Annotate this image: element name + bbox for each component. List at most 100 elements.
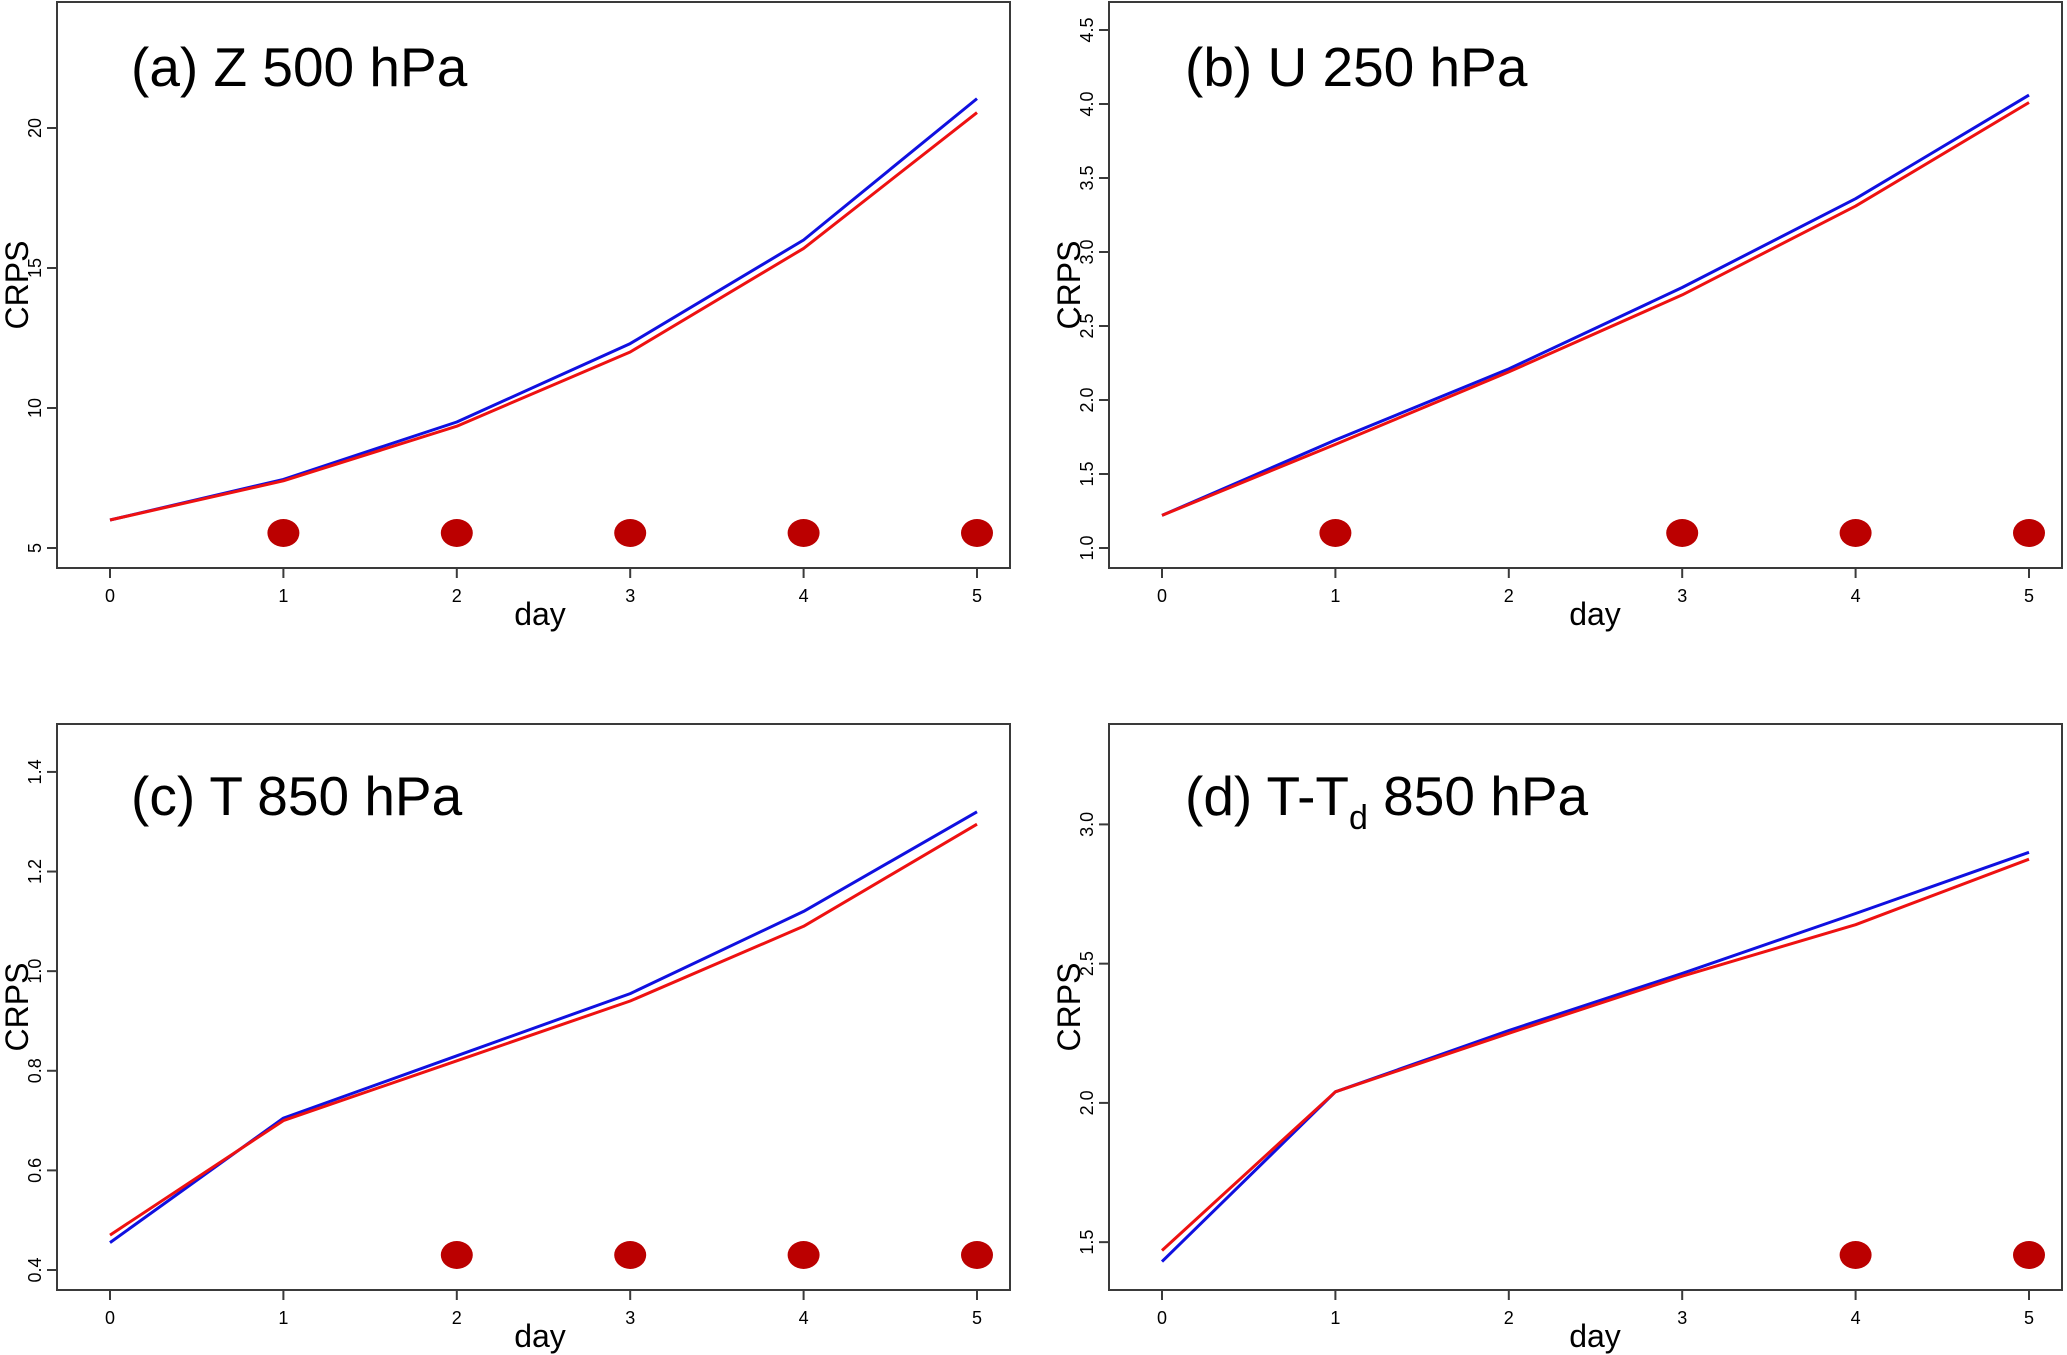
y-tick-label: 4.5 — [1077, 17, 1097, 42]
y-axis-title: CRPS — [0, 241, 35, 330]
panel-title-subscript: d — [1349, 799, 1368, 837]
x-axis: 0 1 2 3 4 5 — [1157, 568, 2034, 606]
y-tick-label: 3.0 — [1077, 812, 1097, 837]
x-tick-label: 4 — [799, 1308, 809, 1328]
plot-frame — [1108, 723, 2063, 1291]
x-tick-label: 2 — [452, 586, 462, 606]
y-tick-label: 3.0 — [1077, 239, 1097, 264]
x-tick-label: 0 — [105, 1308, 115, 1328]
x-tick-label: 3 — [625, 586, 635, 606]
panel-title: (d) T-Td 850 hPa — [1185, 765, 1589, 837]
y-tick-label: 1.0 — [25, 959, 45, 984]
y-tick-label: 1.5 — [1077, 461, 1097, 486]
x-tick-label: 3 — [1677, 586, 1687, 606]
x-tick-label: 5 — [2024, 1308, 2034, 1328]
y-tick-label: 1.4 — [25, 759, 45, 784]
significance-dot — [1319, 519, 1352, 547]
significance-markers — [1319, 519, 2045, 547]
y-tick-label: 20 — [25, 118, 45, 138]
significance-dot — [1666, 519, 1699, 547]
x-axis: 0 1 2 3 4 5 — [105, 1290, 982, 1328]
panel-a: (a) Z 500 hPa day CRPS 5 10 15 20 0 1 2 3 4 5 — [0, 1, 1011, 632]
significance-dot — [961, 519, 993, 547]
panel-title-main: (d) T-T — [1185, 765, 1349, 827]
x-tick-label: 4 — [1851, 586, 1861, 606]
x-axis-title: day — [514, 596, 566, 632]
significance-dot — [2013, 1241, 2045, 1269]
significance-markers — [267, 519, 993, 547]
y-tick-label: 10 — [25, 398, 45, 418]
x-tick-label: 1 — [1330, 1308, 1340, 1328]
x-tick-label: 5 — [972, 586, 982, 606]
panel-c: (c) T 850 hPa day CRPS 0.4 0.6 0.8 1.0 1.2 1.… — [0, 723, 1011, 1354]
y-tick-label: 1.2 — [25, 859, 45, 884]
panel-d: (d) T-Td 850 hPa day CRPS 1.5 2.0 2.5 3.0 0… — [1051, 723, 2063, 1354]
series-line-red — [1161, 101, 2030, 517]
y-tick-label: 1.5 — [1077, 1230, 1097, 1255]
x-tick-label: 3 — [1677, 1308, 1687, 1328]
x-tick-label: 4 — [1851, 1308, 1861, 1328]
series-line-blue — [1161, 93, 2030, 517]
panel-title: (c) T 850 hPa — [131, 765, 463, 827]
x-axis: 0 1 2 3 4 5 — [105, 568, 982, 606]
panel-b: (b) U 250 hPa day CRPS 1.0 1.5 2.0 2.5 3.0 3.… — [1051, 1, 2063, 632]
x-tick-label: 2 — [452, 1308, 462, 1328]
x-axis: 0 1 2 3 4 5 — [1157, 1290, 2034, 1328]
panel-title: (a) Z 500 hPa — [131, 36, 468, 98]
significance-dot — [267, 519, 300, 547]
x-tick-label: 0 — [1157, 1308, 1167, 1328]
y-tick-label: 4.0 — [1077, 91, 1097, 116]
x-tick-label: 5 — [972, 1308, 982, 1328]
y-tick-label: 0.4 — [25, 1257, 45, 1282]
significance-markers — [1839, 1241, 2045, 1269]
series-lines — [109, 97, 978, 522]
panel-title-rest: 850 hPa — [1368, 765, 1589, 827]
plot-frame — [1108, 1, 2063, 569]
x-tick-label: 5 — [2024, 586, 2034, 606]
x-axis-title: day — [1569, 596, 1621, 632]
significance-dot — [440, 519, 473, 547]
y-axis: 1.5 2.0 2.5 3.0 — [1077, 812, 1109, 1255]
y-axis-title: CRPS — [0, 963, 35, 1052]
significance-dot — [787, 1241, 820, 1269]
significance-dot — [440, 1241, 473, 1269]
y-tick-label: 2.0 — [1077, 387, 1097, 412]
series-line-blue — [1160, 850, 2030, 1263]
y-tick-label: 15 — [25, 258, 45, 278]
x-tick-label: 4 — [799, 586, 809, 606]
x-tick-label: 3 — [625, 1308, 635, 1328]
y-axis: 0.4 0.6 0.8 1.0 1.2 1.4 — [25, 759, 57, 1283]
significance-markers — [440, 1241, 993, 1269]
x-tick-label: 1 — [278, 1308, 288, 1328]
series-line-blue — [109, 97, 978, 522]
series-line-red — [109, 111, 978, 522]
x-axis-title: day — [1569, 1318, 1621, 1354]
y-axis-title: CRPS — [1051, 241, 1087, 330]
series-lines — [109, 810, 978, 1244]
y-tick-label: 0.8 — [25, 1058, 45, 1083]
series-lines — [1161, 93, 2030, 517]
x-tick-label: 0 — [105, 586, 115, 606]
panel-title: (b) U 250 hPa — [1185, 36, 1528, 98]
x-tick-label: 2 — [1504, 586, 1514, 606]
series-line-red — [1160, 857, 2030, 1252]
y-tick-label: 2.5 — [1077, 951, 1097, 976]
x-axis-title: day — [514, 1318, 566, 1354]
y-tick-label: 2.5 — [1077, 313, 1097, 338]
y-axis-title: CRPS — [1051, 963, 1087, 1052]
series-line-blue — [109, 810, 978, 1244]
significance-dot — [1839, 519, 1872, 547]
significance-dot — [2013, 519, 2045, 547]
y-tick-label: 2.0 — [1077, 1090, 1097, 1115]
y-axis: 1.0 1.5 2.0 2.5 3.0 3.5 4.0 4.5 — [1077, 17, 1109, 561]
y-tick-label: 5 — [25, 543, 45, 553]
plot-frame — [56, 1, 1011, 569]
series-lines — [1160, 850, 2030, 1263]
series-line-red — [109, 822, 978, 1237]
significance-dot — [614, 519, 647, 547]
x-tick-label: 1 — [278, 586, 288, 606]
x-tick-label: 0 — [1157, 586, 1167, 606]
significance-dot — [614, 1241, 647, 1269]
significance-dot — [787, 519, 820, 547]
